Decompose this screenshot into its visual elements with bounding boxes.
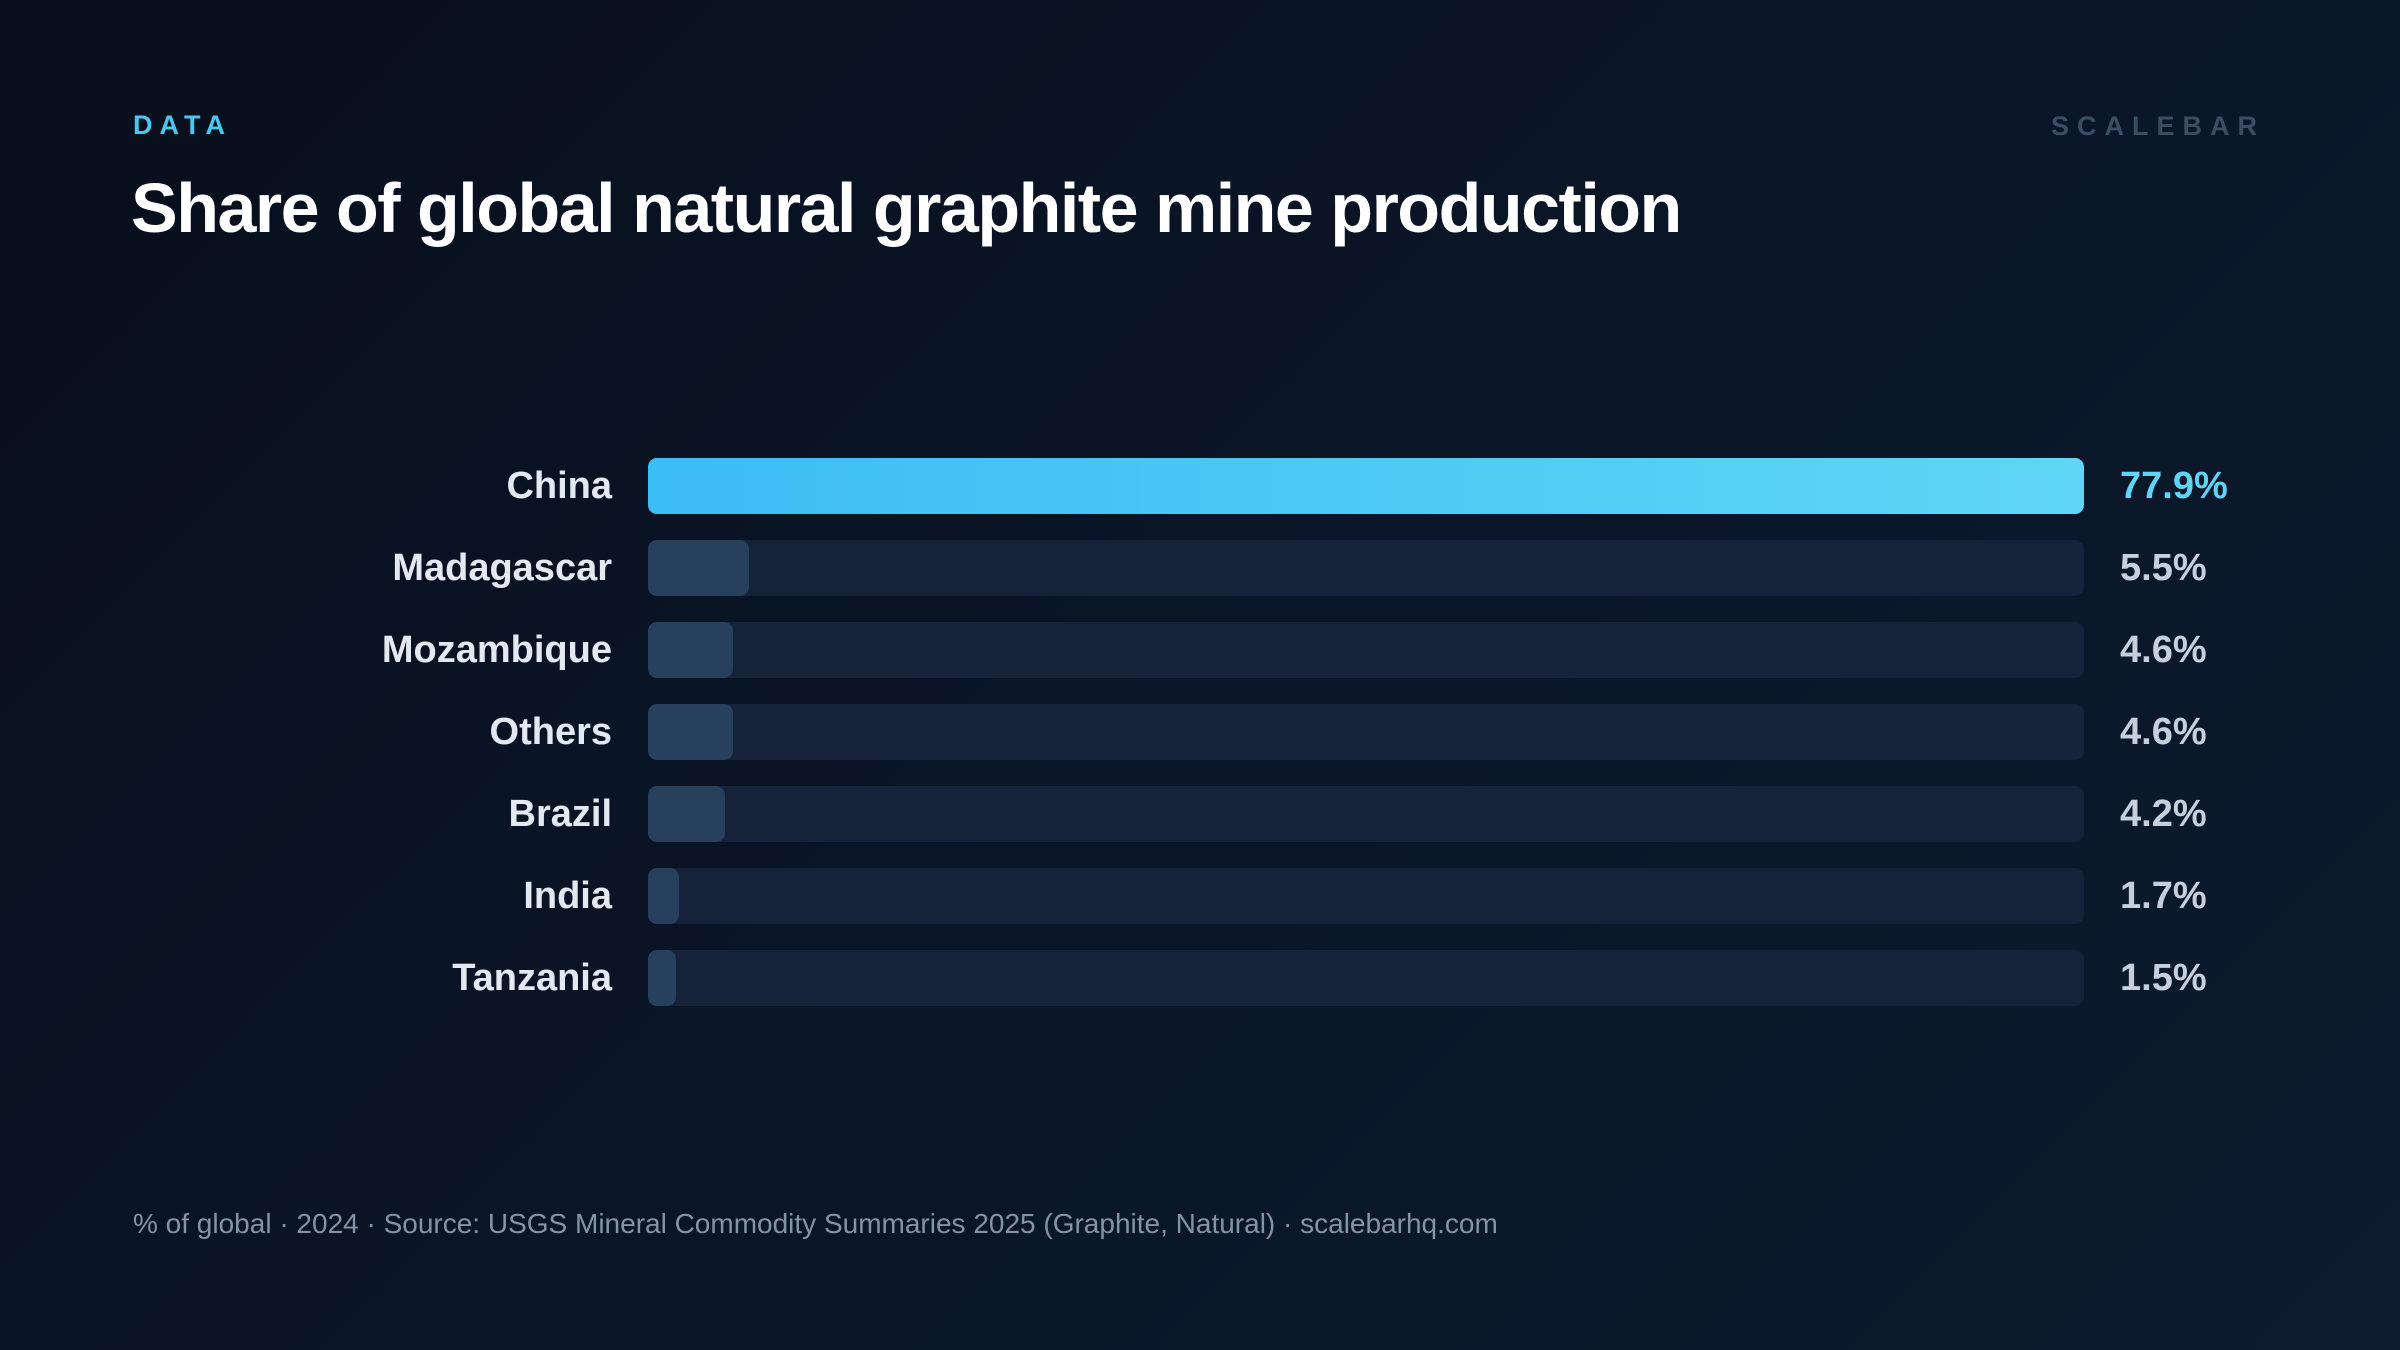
bar: [648, 950, 676, 1006]
category-label: Mozambique: [381, 629, 612, 671]
bar-track: [648, 950, 2084, 1006]
bar-track: [648, 458, 2084, 514]
value-label: 4.2%: [2120, 793, 2207, 835]
eyebrow-label: DATA: [133, 110, 232, 140]
category-label: Madagascar: [392, 547, 612, 589]
bar-row: India 1.7%: [0, 868, 2400, 924]
value-label: 77.9%: [2120, 465, 2228, 507]
brand-logo: SCALEBAR: [2050, 111, 2265, 141]
chart-title: Share of global natural graphite mine pr…: [131, 169, 1682, 247]
footer-note: % of global · 2024 · Source: USGS Minera…: [133, 1208, 1498, 1239]
bar-row: Tanzania 1.5%: [0, 950, 2400, 1006]
value-label: 4.6%: [2120, 629, 2207, 671]
value-label: 1.5%: [2120, 957, 2207, 999]
value-label: 1.7%: [2120, 875, 2207, 917]
bar-row: Brazil 4.2%: [0, 786, 2400, 842]
bar: [648, 704, 733, 760]
bar: [648, 622, 733, 678]
bar-row: Mozambique 4.6%: [0, 622, 2400, 678]
bar-row: Others 4.6%: [0, 704, 2400, 760]
category-label: China: [506, 465, 612, 507]
value-label: 4.6%: [2120, 711, 2207, 753]
bar-track: [648, 786, 2084, 842]
category-label: Brazil: [508, 793, 612, 835]
bar: [648, 786, 725, 842]
bar-track: [648, 540, 2084, 596]
bar-row: China 77.9%: [0, 458, 2400, 514]
bar: [648, 540, 749, 596]
bar-row: Madagascar 5.5%: [0, 540, 2400, 596]
value-label: 5.5%: [2120, 547, 2207, 589]
bar: [648, 868, 679, 924]
bar-track: [648, 704, 2084, 760]
bar-track: [648, 868, 2084, 924]
bar-track: [648, 622, 2084, 678]
category-label: India: [523, 875, 612, 917]
bar: [648, 458, 2084, 514]
category-label: Others: [489, 711, 612, 753]
category-label: Tanzania: [452, 957, 612, 999]
